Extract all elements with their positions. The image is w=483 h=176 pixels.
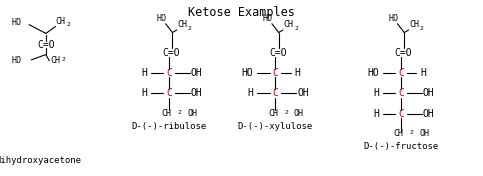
Text: CH: CH: [56, 17, 66, 26]
Text: H: H: [142, 68, 147, 78]
Text: 2: 2: [410, 130, 413, 135]
Text: CH: CH: [409, 20, 419, 29]
Text: C=O: C=O: [163, 48, 180, 58]
Text: 2: 2: [420, 26, 424, 31]
Text: HO: HO: [156, 14, 167, 23]
Text: OH: OH: [187, 109, 198, 118]
Text: C: C: [398, 88, 404, 98]
Text: C: C: [272, 88, 278, 98]
Text: CH: CH: [394, 129, 403, 138]
Text: HO: HO: [388, 14, 398, 23]
Text: HO: HO: [242, 68, 254, 78]
Text: H: H: [142, 88, 147, 98]
Text: OH: OH: [297, 88, 309, 98]
Text: H: H: [373, 88, 379, 98]
Text: D-(-)-ribulose: D-(-)-ribulose: [131, 122, 207, 131]
Text: OH: OH: [419, 129, 429, 138]
Text: CH: CH: [284, 20, 294, 29]
Text: OH: OH: [294, 109, 304, 118]
Text: 2: 2: [294, 26, 298, 31]
Text: C: C: [398, 109, 404, 118]
Text: C=O: C=O: [269, 48, 286, 58]
Text: H: H: [420, 68, 426, 78]
Text: OH: OH: [423, 88, 434, 98]
Text: C: C: [166, 68, 172, 78]
Text: C: C: [398, 68, 404, 78]
Text: C=O: C=O: [395, 48, 412, 58]
Text: 2: 2: [284, 110, 288, 115]
Text: D-(-)-xylulose: D-(-)-xylulose: [238, 122, 313, 131]
Text: CH: CH: [177, 20, 187, 29]
Text: H: H: [295, 68, 300, 78]
Text: CH: CH: [268, 109, 278, 118]
Text: CH: CH: [162, 109, 171, 118]
Text: 2: 2: [61, 58, 65, 62]
Text: dihydroxyacetone: dihydroxyacetone: [0, 156, 82, 165]
Text: H: H: [373, 109, 379, 118]
Text: C: C: [272, 68, 278, 78]
Text: C: C: [166, 88, 172, 98]
Text: H: H: [248, 88, 254, 98]
Text: CH: CH: [51, 56, 61, 65]
Text: HO: HO: [12, 18, 22, 27]
Text: Ketose Examples: Ketose Examples: [188, 6, 295, 19]
Text: D-(-)-fructose: D-(-)-fructose: [363, 142, 439, 151]
Text: 2: 2: [66, 22, 70, 27]
Text: OH: OH: [423, 109, 434, 118]
Text: 2: 2: [188, 26, 192, 31]
Text: HO: HO: [263, 14, 273, 23]
Text: OH: OH: [191, 68, 202, 78]
Text: OH: OH: [191, 88, 202, 98]
Text: 2: 2: [178, 110, 182, 115]
Text: C=O: C=O: [37, 40, 55, 50]
Text: HO: HO: [368, 68, 379, 78]
Text: HO: HO: [12, 56, 22, 65]
